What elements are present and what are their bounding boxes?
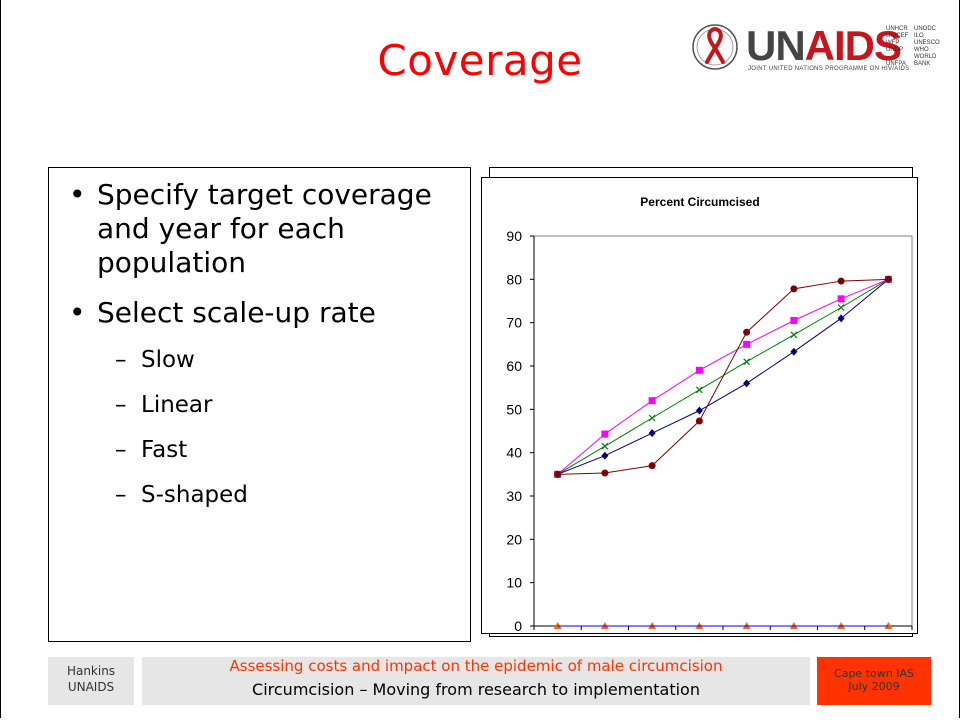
logo-subtitle: JOINT UNITED NATIONS PROGRAMME ON HIV/AI… [748, 66, 910, 72]
footer-author-org: UNAIDS [67, 680, 115, 694]
footer-subtitle: Assessing costs and impact on the epidem… [229, 657, 723, 675]
data-point [884, 275, 892, 283]
chart-title: Percent Circumcised [640, 195, 759, 209]
data-point [790, 285, 798, 293]
bullet-textbox: • Specify target coverage and year for e… [48, 167, 471, 642]
data-point [743, 328, 751, 336]
dash-icon: – [115, 437, 127, 463]
ribbon-icon [692, 24, 738, 70]
y-tick-label: 60 [506, 358, 522, 374]
sub-bullet-item: – Fast [59, 436, 459, 464]
data-point [601, 469, 609, 477]
dash-icon: – [115, 392, 127, 418]
data-point [743, 379, 751, 388]
footer-center: Assessing costs and impact on the epidem… [142, 657, 810, 705]
y-tick-label: 30 [506, 488, 522, 504]
footer-title: Circumcision – Moving from research to i… [252, 680, 700, 699]
data-point [648, 414, 656, 422]
data-point [695, 366, 703, 374]
data-point [695, 386, 703, 394]
sub-bullet-text: Linear [141, 392, 213, 418]
series-line [557, 278, 889, 475]
plot-area [533, 235, 913, 627]
bullet-text: Specify target coverage and year for eac… [97, 178, 432, 279]
data-point [743, 340, 751, 348]
y-tick-label: 20 [506, 531, 522, 547]
logo-orgs: UNHCR UNODC UNICEF ILO WFP UNESCO UNDP WHO U… [886, 26, 940, 67]
data-point [790, 331, 798, 339]
series-line [557, 278, 889, 475]
y-tick-label: 70 [506, 315, 522, 331]
sub-bullet-item: – Linear [59, 391, 459, 419]
sub-bullet-item: – Slow [59, 346, 459, 374]
data-point [837, 304, 845, 311]
footer-event-date: July 2009 [848, 680, 900, 693]
data-point [790, 317, 798, 324]
data-point [648, 429, 656, 438]
sub-bullet-item: – S-shaped [59, 481, 459, 509]
data-point [695, 406, 703, 415]
y-tick-label: 10 [506, 575, 522, 591]
series-circle [554, 275, 892, 478]
y-tick-label: 50 [506, 401, 522, 417]
data-point [648, 397, 656, 405]
bullet-text: Select scale-up rate [97, 296, 376, 329]
data-point [743, 358, 751, 366]
logo-wordmark: UNAIDS [746, 22, 902, 69]
slide-title: Coverage [377, 36, 583, 85]
data-point [837, 277, 845, 285]
dash-icon: – [115, 482, 127, 508]
data-point [837, 295, 845, 303]
chart-frame: Percent Circumcised 01020304050607080902… [481, 177, 918, 634]
dash-icon: – [115, 347, 127, 373]
footer-event: Cape town IAS July 2009 [817, 657, 931, 705]
data-point [837, 314, 845, 323]
series-line [557, 278, 889, 475]
bullet-dot-icon: • [69, 296, 86, 329]
data-point [601, 442, 609, 450]
percent-circumcised-chart: Percent Circumcised 01020304050607080902… [506, 195, 913, 634]
sub-bullet-text: Fast [141, 437, 188, 463]
data-point [554, 470, 562, 478]
footer-author-name: Hankins [66, 664, 116, 678]
bullet-dot-icon: • [69, 178, 86, 211]
y-tick-label: 80 [506, 271, 522, 287]
sub-bullet-text: S-shaped [141, 482, 248, 508]
unaids-logo: UNAIDS JOINT UNITED NATIONS PROGRAMME ON… [690, 22, 940, 72]
y-tick-label: 0 [514, 618, 522, 634]
data-point [790, 347, 798, 356]
bullet-item: • Specify target coverage and year for e… [59, 178, 459, 280]
sub-bullet-text: Slow [141, 347, 195, 373]
data-point [648, 462, 656, 470]
data-point [601, 430, 609, 438]
data-point [695, 417, 703, 425]
bullet-list: • Specify target coverage and year for e… [59, 178, 459, 526]
data-point [601, 451, 609, 460]
bullet-item: • Select scale-up rate [59, 296, 459, 330]
y-tick-label: 40 [506, 445, 522, 461]
y-tick-label: 90 [506, 228, 522, 244]
footer-author: Hankins UNAIDS [48, 657, 134, 705]
footer-event-name: Cape town IAS [834, 667, 914, 680]
